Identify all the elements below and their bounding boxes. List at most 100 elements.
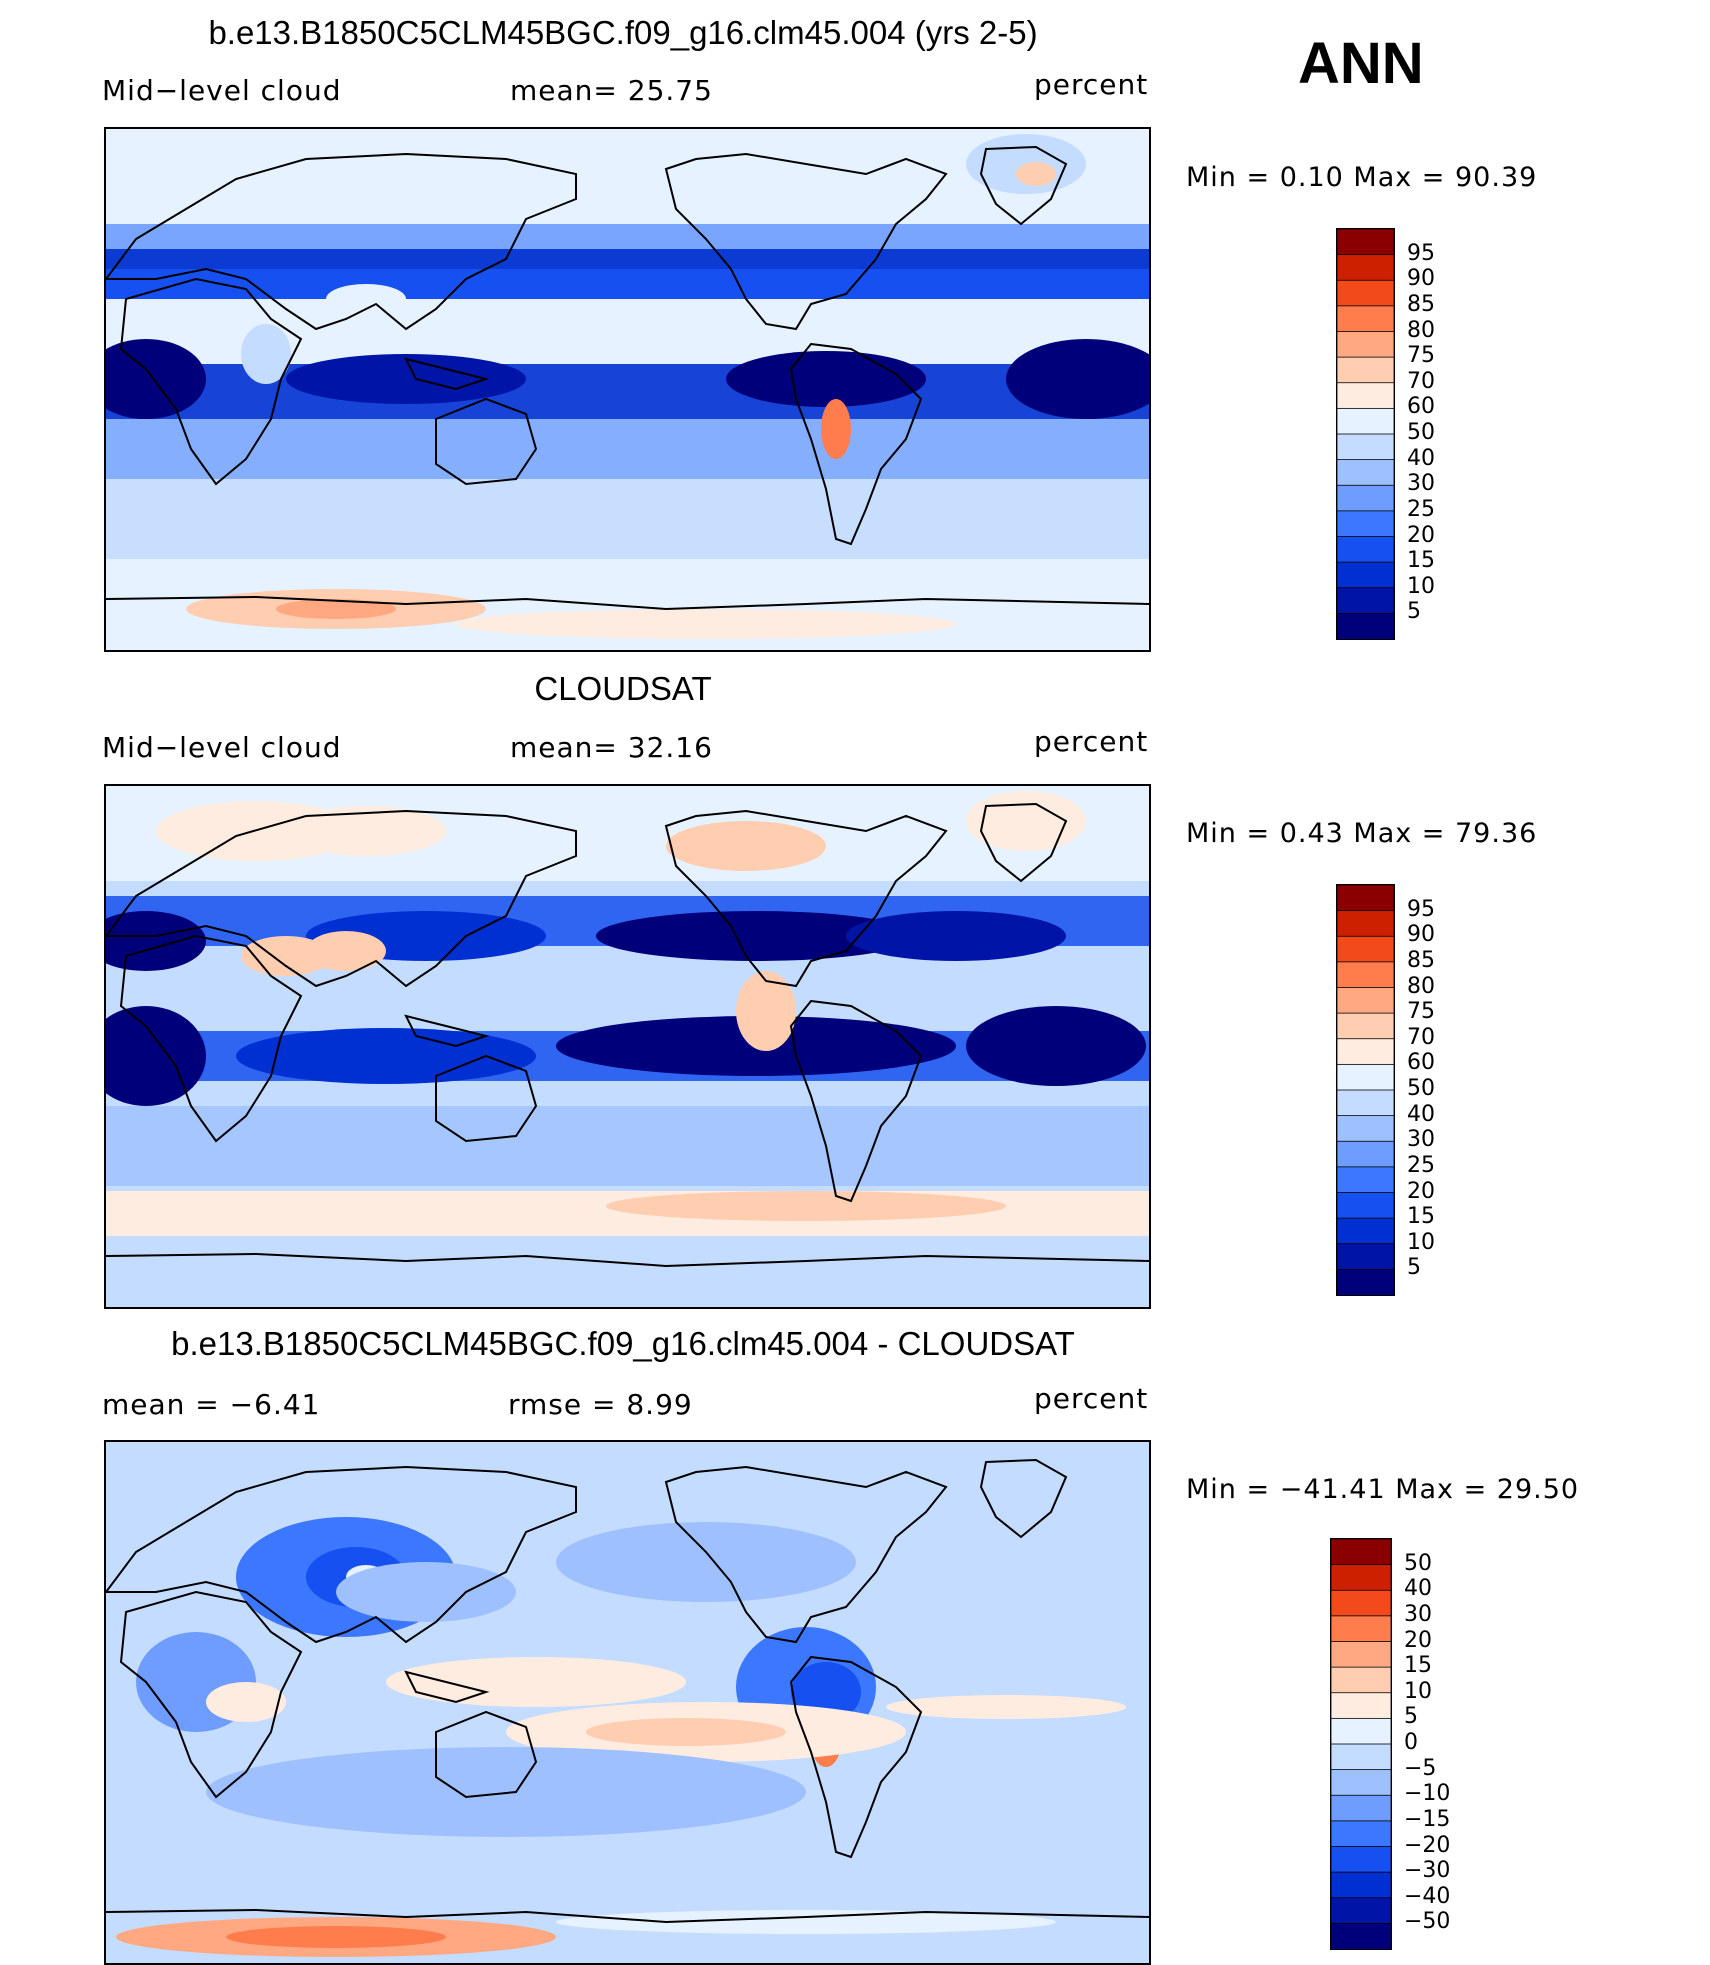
field-band (106, 1241, 1149, 1307)
panel-3-title: b.e13.B1850C5CLM45BGC.f09_g16.clm45.004 … (171, 1325, 1075, 1362)
colorbar-tick-label: 40 (1407, 445, 1435, 471)
colorbar-swatch (1337, 459, 1394, 487)
panel-1-colorbar (1336, 228, 1395, 640)
colorbar-swatch (1337, 1089, 1394, 1117)
colorbar-swatch (1337, 1166, 1394, 1194)
colorbar-swatch (1331, 1666, 1391, 1694)
colorbar-tick-label: 50 (1407, 1076, 1435, 1101)
colorbar-swatch (1331, 1871, 1391, 1899)
colorbar-tick-label: −10 (1404, 1781, 1451, 1807)
colorbar-swatch (1331, 1743, 1391, 1771)
panel-2-variable-label: Mid−level cloud (102, 731, 342, 764)
field-band (106, 1191, 1149, 1236)
panel-1-map (104, 127, 1151, 652)
coastline (106, 1458, 1149, 1924)
colorbar-swatch (1337, 407, 1394, 435)
field-contour (286, 806, 446, 856)
panel-1-mean: mean= 25.75 (510, 74, 713, 107)
field-contour (606, 1191, 1006, 1221)
field-contour (666, 821, 826, 871)
panel-3-rmse: rmse = 8.99 (508, 1388, 693, 1421)
colorbar-tick-label: 60 (1407, 394, 1435, 420)
field-contour (846, 911, 1066, 961)
colorbar-swatch (1331, 1589, 1391, 1617)
colorbar-tick-label: 30 (1407, 1127, 1435, 1153)
colorbar-tick-label: 75 (1407, 999, 1435, 1025)
model-cloud-map-icon (106, 129, 1149, 650)
colorbar-swatch (1337, 510, 1394, 538)
field-contour (966, 1006, 1146, 1086)
colorbar-swatch (1331, 1846, 1391, 1874)
colorbar-swatch (1337, 382, 1394, 410)
colorbar-tick-label: 20 (1407, 522, 1435, 548)
field-contour (336, 1562, 516, 1622)
colorbar-swatch (1337, 1012, 1394, 1040)
colorbar-tick-label: 95 (1407, 240, 1435, 266)
colorbar-swatch (1337, 331, 1394, 359)
field-band (106, 269, 1149, 299)
field-contour (286, 354, 526, 404)
season-label: ANN (1298, 31, 1424, 96)
colorbar-tick-label: 70 (1407, 368, 1435, 394)
colorbar-swatch (1331, 1794, 1391, 1822)
colorbar-swatch (1331, 1769, 1391, 1797)
panel-2-colorbar (1336, 884, 1395, 1296)
colorbar-swatch (1337, 561, 1394, 589)
colorbar-tick-label: 5 (1407, 599, 1421, 625)
colorbar-tick-label: 0 (1404, 1730, 1418, 1755)
colorbar-swatch (1337, 254, 1394, 282)
field-contour (276, 599, 396, 619)
colorbar-swatch (1337, 484, 1394, 512)
colorbar-swatch (1331, 1615, 1391, 1643)
colorbar-swatch (1331, 1922, 1391, 1949)
colorbar-tick-label: 5 (1407, 1255, 1421, 1281)
field-contour (226, 1926, 446, 1948)
field-contour (886, 1695, 1126, 1719)
field-contour (726, 351, 926, 407)
colorbar-tick-label: 5 (1404, 1704, 1418, 1730)
field-contour (736, 971, 796, 1051)
colorbar-swatch (1337, 587, 1394, 615)
field-contour (596, 911, 916, 961)
field-contour (386, 1657, 686, 1707)
panel-2-map (104, 784, 1151, 1309)
panel-3-mean: mean = −6.41 (102, 1388, 321, 1421)
field-contour (306, 931, 386, 971)
panel-3-colorbar (1330, 1538, 1392, 1950)
colorbar-tick-label: 10 (1407, 1229, 1435, 1255)
colorbar-tick-label: 30 (1407, 471, 1435, 497)
field-band (106, 479, 1149, 559)
field-contour (106, 911, 206, 971)
colorbar-swatch (1337, 1063, 1394, 1091)
field-band (106, 419, 1149, 479)
colorbar-tick-label: −30 (1404, 1858, 1451, 1884)
colorbar-swatch (1337, 433, 1394, 461)
colorbar-tick-label: 15 (1407, 1204, 1435, 1230)
panel-1-variable-label: Mid−level cloud (102, 74, 342, 107)
colorbar-tick-label: 75 (1407, 343, 1435, 369)
panel-1-minmax: Min = 0.10 Max = 90.39 (1186, 162, 1538, 193)
field-band (106, 224, 1149, 249)
colorbar-tick-label: 20 (1404, 1627, 1432, 1653)
colorbar-tick-label: 85 (1407, 291, 1435, 317)
difference-cloud-map-icon (106, 1442, 1149, 1963)
colorbar-tick-label: 25 (1407, 496, 1435, 522)
colorbar-tick-label: −50 (1404, 1909, 1451, 1935)
panel-2-minmax: Min = 0.43 Max = 79.36 (1186, 818, 1538, 849)
colorbar-tick-label: 20 (1407, 1178, 1435, 1204)
colorbar-tick-label: 40 (1407, 1101, 1435, 1127)
colorbar-tick-label: 30 (1404, 1601, 1432, 1627)
panel-2-mean: mean= 32.16 (510, 731, 713, 764)
colorbar-swatch (1337, 1140, 1394, 1168)
colorbar-tick-label: 70 (1407, 1024, 1435, 1050)
field-contour (1006, 339, 1149, 419)
colorbar-swatch (1337, 1268, 1394, 1295)
colorbar-swatch (1337, 536, 1394, 564)
obs-cloud-map-icon (106, 786, 1149, 1307)
colorbar-swatch (1337, 1243, 1394, 1271)
colorbar-swatch (1331, 1564, 1391, 1592)
colorbar-swatch (1337, 305, 1394, 333)
colorbar-swatch (1337, 910, 1394, 938)
field-contour (556, 1910, 1056, 1934)
colorbar-swatch (1337, 935, 1394, 963)
